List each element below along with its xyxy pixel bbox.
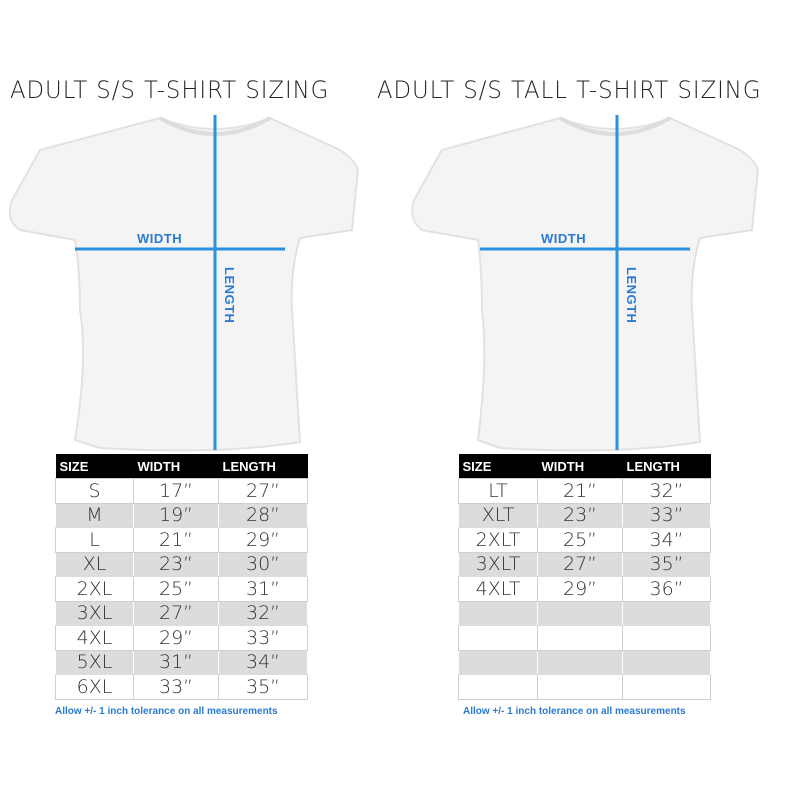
cell-length: 34”	[622, 527, 711, 553]
cell-width: 17”	[133, 478, 219, 504]
tolerance-note-right: Allow +/- 1 inch tolerance on all measur…	[463, 706, 686, 717]
cell-width: 23”	[537, 502, 623, 528]
cell-length: 31”	[218, 576, 308, 602]
cell-length: 34”	[218, 649, 308, 675]
cell-width	[537, 625, 623, 651]
tshirt-image-right	[411, 115, 760, 452]
length-label-left: LENGTH	[222, 267, 237, 324]
cell-width: 19”	[133, 502, 219, 528]
table-row: XL 23” 30”	[55, 551, 308, 577]
table-row: 3XLT 27” 35”	[458, 551, 711, 577]
cell-width: 21”	[133, 527, 219, 553]
size-table-left: SIZE WIDTH LENGTH S 17” 27” M 19” 28” L 21” 29” X…	[55, 454, 308, 700]
cell-length	[622, 625, 711, 651]
cell-length: 32”	[622, 478, 711, 504]
table-row	[458, 625, 711, 651]
table-row: 6XL 33” 35”	[55, 674, 308, 700]
cell-length: 33”	[622, 502, 711, 528]
table-row: XLT 23” 33”	[458, 502, 711, 528]
cell-length: 32”	[218, 600, 308, 626]
cell-width: 25”	[133, 576, 219, 602]
header-size: SIZE	[55, 454, 134, 479]
cell-length: 27”	[218, 478, 308, 504]
table-row	[458, 649, 711, 675]
cell-size: 3XLT	[458, 551, 538, 577]
cell-width	[537, 649, 623, 675]
tolerance-note-left: Allow +/- 1 inch tolerance on all measur…	[55, 706, 278, 717]
table-row	[458, 600, 711, 626]
table-row: LT 21” 32”	[458, 478, 711, 504]
cell-width: 27”	[133, 600, 219, 626]
header-width: WIDTH	[537, 454, 623, 479]
cell-width: 27”	[537, 551, 623, 577]
left-title: ADULT S/S T-SHIRT SIZING	[10, 76, 330, 104]
cell-length	[622, 600, 711, 626]
table-row: S 17” 27”	[55, 478, 308, 504]
header-length: LENGTH	[622, 454, 711, 479]
table-row: 2XL 25” 31”	[55, 576, 308, 602]
table-row: 2XLT 25” 34”	[458, 527, 711, 553]
table-row: M 19” 28”	[55, 502, 308, 528]
cell-size	[458, 600, 538, 626]
cell-length	[622, 674, 711, 700]
width-label-right: WIDTH	[541, 231, 587, 246]
cell-size: 4XLT	[458, 576, 538, 602]
cell-width	[537, 600, 623, 626]
cell-size: 4XL	[55, 625, 134, 651]
cell-width	[537, 674, 623, 700]
cell-width: 31”	[133, 649, 219, 675]
table-row: 4XL 29” 33”	[55, 625, 308, 651]
cell-size	[458, 649, 538, 675]
header-width: WIDTH	[133, 454, 219, 479]
cell-length	[622, 649, 711, 675]
cell-size: 2XL	[55, 576, 134, 602]
cell-size: L	[55, 527, 134, 553]
cell-size: S	[55, 478, 134, 504]
cell-length: 29”	[218, 527, 308, 553]
table-row: L 21” 29”	[55, 527, 308, 553]
cell-size: XL	[55, 551, 134, 577]
cell-width: 29”	[537, 576, 623, 602]
table-header: SIZE WIDTH LENGTH	[458, 454, 711, 479]
cell-size: LT	[458, 478, 538, 504]
header-size: SIZE	[458, 454, 538, 479]
table-row	[458, 674, 711, 700]
table-header: SIZE WIDTH LENGTH	[55, 454, 308, 479]
tshirt-image-left	[8, 115, 360, 452]
cell-width: 21”	[537, 478, 623, 504]
cell-width: 29”	[133, 625, 219, 651]
cell-length: 30”	[218, 551, 308, 577]
cell-length: 35”	[218, 674, 308, 700]
table-row: 3XL 27” 32”	[55, 600, 308, 626]
width-label-left: WIDTH	[137, 231, 183, 246]
cell-size: XLT	[458, 502, 538, 528]
cell-length: 28”	[218, 502, 308, 528]
cell-length: 36”	[622, 576, 711, 602]
cell-length: 33”	[218, 625, 308, 651]
cell-size: 2XLT	[458, 527, 538, 553]
header-length: LENGTH	[218, 454, 308, 479]
cell-length: 35”	[622, 551, 711, 577]
cell-width: 25”	[537, 527, 623, 553]
cell-size: 5XL	[55, 649, 134, 675]
length-label-right: LENGTH	[624, 267, 639, 324]
cell-size: M	[55, 502, 134, 528]
cell-width: 23”	[133, 551, 219, 577]
cell-width: 33”	[133, 674, 219, 700]
table-row: 4XLT 29” 36”	[458, 576, 711, 602]
table-row: 5XL 31” 34”	[55, 649, 308, 675]
cell-size: 6XL	[55, 674, 134, 700]
right-title: ADULT S/S TALL T-SHIRT SIZING	[377, 76, 762, 104]
size-table-right: SIZE WIDTH LENGTH LT 21” 32” XLT 23” 33” 2XLT 2…	[458, 454, 711, 700]
cell-size	[458, 625, 538, 651]
cell-size: 3XL	[55, 600, 134, 626]
cell-size	[458, 674, 538, 700]
